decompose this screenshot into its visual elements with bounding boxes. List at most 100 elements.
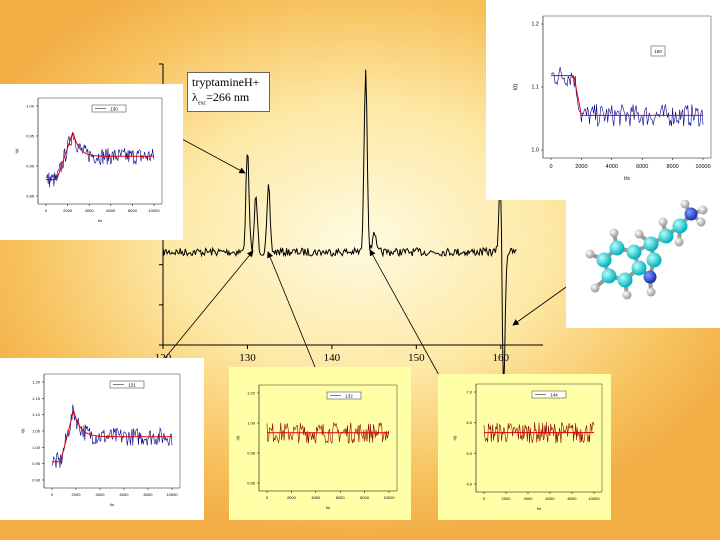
inset-x-tick: 6000: [636, 164, 648, 170]
inset-x-label: t/s: [537, 506, 541, 511]
carbon-atom: [643, 236, 659, 252]
inset-y-tick: 1.00: [247, 421, 256, 426]
kinetic-trace-131: 0 2000 4000 6000 8000 10000 0.90 0.95 1.00 1.05 1.…: [20, 373, 181, 507]
hydrogen-atom: [696, 217, 706, 227]
inset-y-tick: 0.96: [247, 481, 256, 486]
inset-y-tick: 0.85: [26, 194, 35, 199]
main-x-tick-label: 130: [239, 352, 256, 364]
inset-x-tick: 2000: [72, 492, 82, 497]
kinetic-trace-160: 0 2000 4000 6000 8000 10000 1.0 1.1 1.2 t/s I(t) 16…: [513, 15, 712, 182]
inset-131: 0 2000 4000 6000 8000 10000 0.90 0.95 1.00 1.05 1.…: [0, 358, 204, 520]
carbon-atom: [601, 268, 617, 284]
mass-spectrum-trace: [162, 69, 517, 392]
inset-x-tick: 0: [483, 496, 486, 501]
hydrogen-atom: [634, 229, 644, 239]
inset-y-tick: 0.90: [32, 478, 41, 483]
inset-x-tick: 8000: [144, 492, 154, 497]
inset-144: 0 2000 4000 6000 8000 10000 4.0 5.0 6.0 7.0 t/s I(t…: [438, 374, 611, 520]
inset-data-line: [51, 404, 173, 469]
inset-y-tick: 1.05: [32, 429, 41, 434]
main-x-ticks: 120130140150160: [155, 352, 510, 364]
inset-x-tick: 8000: [666, 164, 678, 170]
carbon-atom: [631, 260, 647, 276]
inset-x-tick: 6000: [336, 495, 346, 500]
inset-y-label: I(t): [513, 83, 519, 90]
molecule-label: tryptamineH+ λexc=266 nm: [187, 72, 270, 112]
inset-x-tick: 2000: [63, 208, 73, 213]
pointer-arrow: [369, 249, 441, 378]
inset-y-tick: 1.15: [32, 396, 41, 401]
inset-y-tick: 1.0: [531, 148, 539, 154]
hydrogen-atom: [590, 283, 600, 293]
inset-x-label: t/s: [98, 218, 102, 223]
molecule-name: tryptamineH+: [192, 75, 260, 89]
inset-132: 0 2000 4000 6000 8000 10000 0.96 0.98 1.00 1.02 t/…: [229, 367, 411, 520]
inset-x-tick: 8000: [128, 208, 138, 213]
inset-x-tick: 6000: [120, 492, 130, 497]
kinetic-trace-144: 0 2000 4000 6000 8000 10000 4.0 5.0 6.0 7.0 t/s I(t…: [452, 383, 603, 511]
carbon-atom: [658, 228, 674, 244]
inset-y-label: I(t): [14, 148, 19, 154]
inset-y-label: I(t): [452, 435, 457, 441]
inset-fit-line: [46, 132, 154, 181]
inset-y-tick: 1.00: [26, 104, 35, 109]
inset-160: 0 2000 4000 6000 8000 10000 1.0 1.1 1.2 t/s I(t) 16…: [486, 0, 720, 200]
carbon-atom: [672, 218, 688, 234]
inset-fit-line: [551, 75, 703, 116]
inset-x-tick: 0: [51, 492, 54, 497]
inset-x-tick: 10000: [588, 496, 600, 501]
tryptamine-molecule-model: [566, 200, 720, 328]
inset-x-tick: 10000: [148, 208, 160, 213]
inset-x-tick: 10000: [383, 495, 395, 500]
inset-y-tick: 0.98: [247, 451, 256, 456]
inset-x-tick: 4000: [606, 164, 618, 170]
hydrogen-atom: [680, 200, 690, 209]
inset-x-label: t/s: [624, 176, 630, 182]
inset-x-tick: 10000: [695, 164, 710, 170]
inset-y-tick: 1.10: [32, 412, 41, 417]
inset-legend: 160: [654, 49, 662, 54]
inset-x-tick: 4000: [524, 496, 534, 501]
inset-x-tick: 2000: [502, 496, 512, 501]
inset-legend: 132: [345, 393, 353, 398]
inset-y-tick: 5.0: [466, 451, 472, 456]
inset-x-tick: 2000: [575, 164, 587, 170]
carbon-atom: [617, 272, 633, 288]
inset-x-tick: 4000: [96, 492, 106, 497]
hydrogen-atom: [609, 228, 619, 238]
carbon-atom: [596, 252, 612, 268]
inset-y-tick: 7.0: [466, 390, 472, 395]
carbon-atom: [609, 240, 625, 256]
inset-x-tick: 8000: [360, 495, 370, 500]
inset-y-tick: 1.00: [32, 445, 41, 450]
inset-y-tick: 1.1: [531, 85, 539, 91]
inset-y-tick: 0.90: [26, 164, 35, 169]
main-x-tick-label: 140: [324, 352, 341, 364]
inset-y-tick: 4.0: [466, 482, 472, 487]
inset-x-tick: 8000: [568, 496, 578, 501]
inset-x-tick: 2000: [287, 495, 297, 500]
inset-data-line: [266, 421, 390, 444]
kinetic-trace-132: 0 2000 4000 6000 8000 10000 0.96 0.98 1.00 1.02 t/…: [235, 384, 398, 510]
carbon-atom: [626, 244, 642, 260]
main-x-tick-label: 160: [493, 352, 510, 364]
inset-y-tick: 1.20: [32, 380, 41, 385]
inset-x-label: t/s: [326, 505, 330, 510]
inset-legend: 130: [110, 106, 118, 111]
inset-data-line: [550, 67, 704, 127]
carbon-atom: [646, 252, 662, 268]
inset-y-tick: 0.95: [32, 461, 41, 466]
inset-legend: 131: [128, 382, 136, 387]
inset-y-label: I(t): [20, 428, 25, 434]
inset-x-tick: 0: [266, 495, 269, 500]
inset-x-tick: 0: [45, 208, 48, 213]
inset-x-tick: 4000: [311, 495, 321, 500]
inset-x-tick: 0: [549, 164, 552, 170]
inset-y-tick: 1.02: [247, 391, 256, 396]
inset-legend: 144: [550, 392, 558, 397]
inset-y-tick: 6.0: [466, 420, 472, 425]
nitrogen-atom: [684, 207, 698, 221]
kinetic-trace-130: 0 2000 4000 6000 8000 10000 0.85 0.90 0.95 1.00 t/…: [14, 97, 163, 223]
inset-fit-line: [52, 408, 172, 463]
main-x-tick-label: 150: [408, 352, 425, 364]
